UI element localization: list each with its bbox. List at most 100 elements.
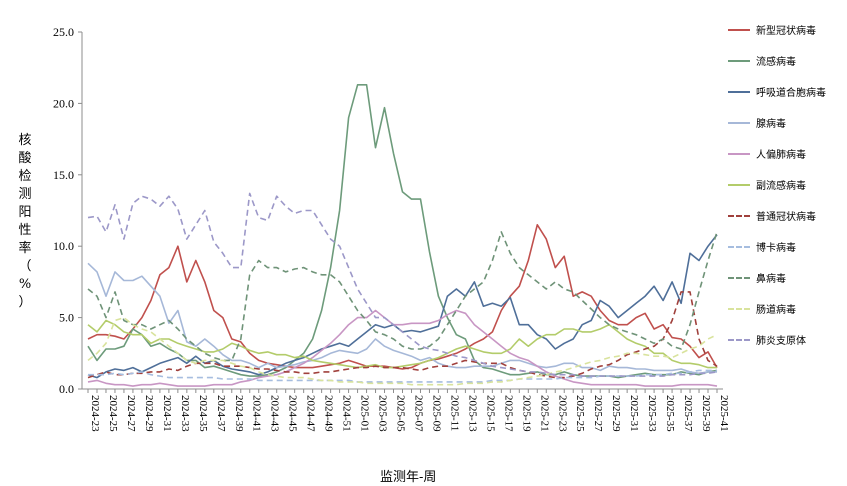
legend-swatch: [728, 245, 750, 248]
y-axis-title: 核酸检测阳性率 （% ）: [14, 132, 36, 312]
x-tick-label: 2024-37: [215, 395, 227, 432]
x-tick-label: 2025-41: [718, 395, 730, 432]
legend: 新型冠状病毒 流感病毒呼吸道合胞病毒 腺病毒人偏肺病毒副流感病毒普通冠状病毒 博卡病毒…: [728, 14, 843, 355]
x-tick-label: 2025-11: [448, 395, 460, 431]
legend-item: 鼻病毒: [728, 262, 843, 293]
legend-swatch: [728, 28, 750, 31]
y-axis-title-char: 阳: [18, 205, 32, 220]
legend-label: 肠道病毒: [756, 305, 796, 316]
y-axis-title-char: 率: [18, 241, 32, 256]
legend-swatch: [728, 121, 750, 124]
legend-label: 人偏肺病毒: [756, 150, 806, 161]
legend-swatch: [728, 90, 750, 93]
x-tick-label: 2024-31: [161, 395, 173, 432]
series-layer: [87, 84, 718, 387]
x-tick-label: 2025-35: [664, 395, 676, 432]
x-tick-label: 2025-19: [520, 395, 532, 432]
x-tick-label: 2025-23: [556, 395, 568, 432]
legend-swatch: [728, 183, 750, 186]
series-line: [87, 319, 717, 369]
x-ticks: 2024-23 2024-25 2024-27 2024-29 2024-31 2024-…: [87, 389, 730, 432]
legend-label: 腺病毒: [756, 119, 786, 130]
x-tick-label: 2025-13: [466, 395, 478, 432]
y-axis-title-char: 测: [18, 187, 32, 202]
y-axis-title-char: 检: [18, 169, 32, 184]
y-axis-title-text: 核酸检测阳性率 （% ）: [14, 132, 36, 312]
x-tick-label: 2024-51: [341, 395, 353, 432]
x-tick-label: 2024-33: [179, 395, 191, 432]
x-tick-label: 2025-25: [574, 395, 586, 432]
series-line: [87, 84, 718, 379]
x-tick-label: 2025-39: [700, 395, 712, 432]
legend-item: 流感病毒: [728, 45, 843, 76]
x-tick-label: 2024-45: [287, 395, 299, 432]
legend-item: 肺炎支原体: [728, 324, 843, 355]
legend-item: 呼吸道合胞病毒: [728, 76, 843, 107]
y-tick-label: 15.0: [53, 168, 74, 182]
legend-item: 人偏肺病毒: [728, 138, 843, 169]
y-ticks: 0.0 5.0 10.0 15.0 20.0 25.0: [53, 25, 82, 396]
x-tick-label: 2025-27: [592, 395, 604, 432]
legend-item: 新型冠状病毒: [728, 14, 843, 45]
y-tick-label: 10.0: [53, 239, 74, 253]
y-tick-label: 0.0: [59, 382, 74, 396]
y-tick-label: 20.0: [53, 96, 74, 110]
y-tick-label: 25.0: [53, 25, 74, 39]
legend-item: 腺病毒: [728, 107, 843, 138]
x-tick-label: 2025-33: [646, 395, 658, 432]
y-tick-label: 5.0: [59, 311, 74, 325]
x-tick-label: 2025-31: [628, 395, 640, 432]
legend-item: 副流感病毒: [728, 169, 843, 200]
legend-label: 普通冠状病毒: [756, 212, 816, 223]
legend-label: 博卡病毒: [756, 243, 796, 254]
x-tick-label: 2024-27: [125, 395, 137, 432]
legend-label: 肺炎支原体: [756, 336, 806, 347]
x-tick-label: 2024-43: [269, 395, 281, 432]
series-line: [87, 309, 718, 387]
legend-label: 副流感病毒: [756, 181, 806, 192]
x-tick-label: 2024-29: [143, 395, 155, 432]
y-axis-title-char: ）: [18, 295, 32, 310]
x-tick-label: 2025-01: [359, 395, 371, 432]
x-tick-label: 2024-35: [197, 395, 209, 432]
y-axis-title-char: %: [18, 277, 32, 292]
legend-item: 肠道病毒: [728, 293, 843, 324]
legend-label: 鼻病毒: [756, 274, 786, 285]
series-line: [87, 192, 718, 377]
x-tick-label: 2025-09: [430, 395, 442, 432]
series-line: [87, 291, 718, 379]
legend-swatch: [728, 214, 750, 217]
legend-swatch: [728, 59, 750, 62]
x-tick-label: 2025-07: [412, 395, 424, 432]
legend-swatch: [728, 338, 750, 341]
x-tick-label: 2024-39: [233, 395, 245, 432]
x-axis-title: 监测年-周: [380, 470, 437, 485]
legend-label: 呼吸道合胞病毒: [756, 88, 826, 99]
x-tick-label: 2024-25: [107, 395, 119, 432]
x-tick-label: 2025-21: [538, 395, 550, 432]
x-tick-label: 2024-23: [89, 395, 101, 432]
series-line: [87, 316, 718, 386]
series-line: [87, 231, 718, 362]
y-axis-title-char: 核: [18, 133, 32, 148]
series-line: [88, 369, 717, 383]
legend-label: 流感病毒: [756, 57, 796, 68]
series-line: [87, 224, 718, 370]
x-tick-label: 2025-17: [502, 395, 514, 432]
x-tick-label: 2025-37: [682, 395, 694, 432]
legend-item: 博卡病毒: [728, 231, 843, 262]
x-tick-label: 2024-47: [305, 395, 317, 432]
x-tick-label: 2025-15: [484, 395, 496, 432]
x-tick-label: 2025-29: [610, 395, 622, 432]
legend-item: 普通冠状病毒: [728, 200, 843, 231]
x-tick-label: 2025-03: [377, 395, 389, 432]
x-tick-label: 2024-49: [323, 395, 335, 432]
y-axis-title-char: 性: [18, 223, 32, 238]
y-axis-title-char: （: [18, 259, 32, 274]
legend-label: 新型冠状病毒: [756, 26, 816, 37]
legend-swatch: [728, 276, 750, 279]
x-tick-label: 2025-05: [395, 395, 407, 432]
y-axis-title-char: 酸: [18, 151, 32, 166]
legend-swatch: [728, 307, 750, 310]
